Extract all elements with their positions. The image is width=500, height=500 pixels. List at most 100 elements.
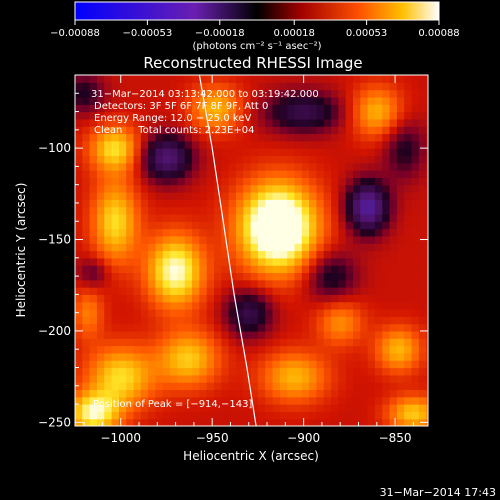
x-axis-ticks: −1000 −950 −900 −850 [83,75,414,445]
heatmap-cell [184,140,193,149]
heatmap-cell [301,75,310,83]
heatmap-cell [133,126,142,135]
heatmap-cell [426,382,428,391]
heatmap-cell [323,170,332,178]
heatmap-cell [272,243,281,252]
heatmap-cell [155,323,164,332]
heatmap-cell [294,104,303,113]
heatmap-cell [199,309,208,317]
heatmap-cell [374,75,383,83]
heatmap-cell [287,360,296,369]
heatmap-cell [294,118,303,127]
heatmap-cell [411,170,420,178]
heatmap-cell [82,279,91,288]
heatmap-cell [353,294,361,303]
heatmap-cell [155,352,164,361]
heatmap-cell [338,338,347,347]
heatmap-cell [133,148,142,157]
heatmap-cell [235,192,244,200]
heatmap-cell [206,294,215,303]
heatmap-cell [382,243,391,252]
heatmap-cell [148,418,157,426]
heatmap-cell [192,184,200,193]
heatmap-cell [279,279,288,288]
heatmap-cell [411,89,420,98]
heatmap-cell [389,206,398,215]
heatmap-cell [228,184,237,193]
heatmap-cell [316,75,325,83]
heatmap-cell [96,360,105,369]
heatmap-cell [177,228,186,237]
heatmap-cell [265,118,274,127]
heatmap-cell [96,140,105,149]
heatmap-cell [221,162,230,171]
heatmap-cell [279,133,288,142]
heatmap-cell [265,330,274,339]
heatmap-cell [257,382,266,391]
heatmap-cell [279,287,288,295]
heatmap-cell [360,287,369,295]
heatmap-cell [243,118,252,127]
heatmap-cell [96,309,105,317]
heatmap-cell [250,396,259,405]
heatmap-cell [323,265,332,274]
heatmap-cell [265,170,274,178]
heatmap-cell [367,272,376,281]
heatmap-cell [235,206,244,215]
heatmap-cell [404,243,413,252]
heatmap-cell [294,221,303,230]
heatmap-cell [367,155,376,164]
heatmap-cell [221,316,230,325]
heatmap-cell [360,111,369,120]
heatmap-cell [82,96,91,105]
heatmap-cell [206,177,215,186]
heatmap-cell [104,389,113,398]
heatmap-cell [96,133,105,142]
heatmap-cell [96,338,105,347]
heatmap-cell [118,382,127,391]
heatmap-cell [162,140,171,149]
heatmap-cell [104,199,113,208]
heatmap-cell [133,82,142,91]
heatmap-cell [338,309,347,317]
heatmap-cell [82,206,91,215]
heatmap-cell [221,221,230,230]
heatmap-cell [126,221,135,230]
heatmap-cell [206,301,215,310]
heatmap-cell [104,360,113,369]
heatmap-cell [133,118,142,127]
heatmap-cell [155,374,164,383]
heatmap-cell [170,96,179,105]
heatmap-cell [345,389,354,398]
heatmap-cell [89,118,98,127]
heatmap-cell [265,338,274,347]
heatmap-cell [309,294,318,303]
heatmap-cell [257,265,266,274]
heatmap-cell [367,148,376,157]
heatmap-cell [265,126,274,135]
heatmap-cell [294,418,303,426]
heatmap-cell [396,396,405,405]
heatmap-cell [396,162,405,171]
heatmap-cell [89,338,98,347]
heatmap-cell [177,250,186,259]
heatmap-cell [331,272,339,281]
heatmap-cell [257,221,266,230]
heatmap-cell [75,177,83,186]
heatmap-cell [177,294,186,303]
heatmap-cell [199,82,208,91]
heatmap-cell [257,360,266,369]
heatmap-cell [89,243,98,252]
heatmap-cell [82,345,91,354]
colorbar-unit-label: (photons cm⁻² s⁻¹ asec⁻²) [192,41,321,52]
heatmap-cell [294,133,303,142]
heatmap-cell [221,257,230,266]
heatmap-cell [243,345,252,354]
heatmap-cell [104,323,113,332]
heatmap-cell [75,221,83,230]
heatmap-cell [367,213,376,222]
heatmap-cell [257,104,266,113]
heatmap-cell [199,126,208,135]
heatmap-cell [104,330,113,339]
heatmap-cell [177,199,186,208]
